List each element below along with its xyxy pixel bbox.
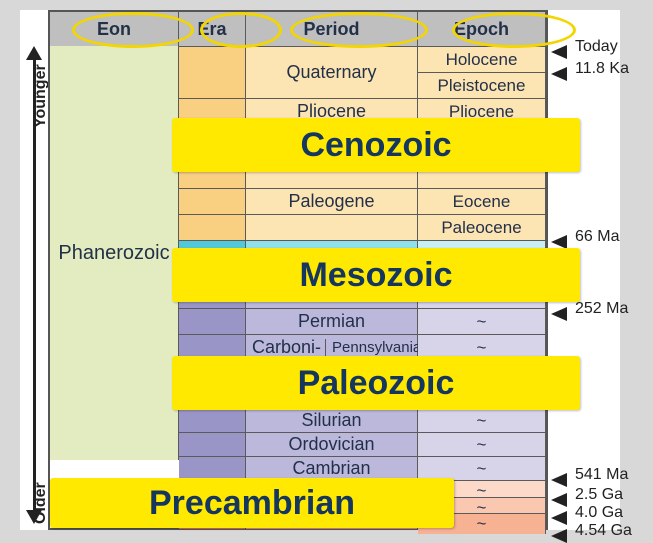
- epoch-cell: ~: [418, 432, 546, 456]
- epoch-cell: Eocene: [418, 188, 546, 214]
- time-mark: 252 Ma: [575, 300, 628, 318]
- time-mark: 541 Ma: [575, 466, 628, 484]
- table-row: QuaternaryHolocenePleistocene: [179, 46, 546, 98]
- header-row: EonEraPeriodEpoch: [50, 12, 546, 46]
- period-cell: Quaternary: [246, 46, 418, 98]
- period-cell: Cambrian: [246, 456, 418, 480]
- table-row: PaleogeneEocene: [179, 188, 546, 214]
- overlay-paleozoic: Paleozoic: [172, 356, 580, 410]
- table-row: Paleocene: [179, 214, 546, 240]
- period-cell: Ordovician: [246, 432, 418, 456]
- epoch-cell: Holocene: [418, 46, 546, 72]
- eon-phanerozoic: Phanerozoic: [50, 46, 179, 460]
- header-era: Era: [179, 12, 246, 46]
- epoch-cell: ~: [418, 308, 546, 334]
- header-epoch: Epoch: [418, 12, 546, 46]
- table-row: Ordovician~: [179, 432, 546, 456]
- table-row: Silurian~: [179, 408, 546, 432]
- epoch-cell: Pleistocene: [418, 72, 546, 98]
- header-period: Period: [246, 12, 418, 46]
- period-cell: Permian: [246, 308, 418, 334]
- time-mark: 11.8 Ka: [575, 60, 629, 78]
- overlay-mesozoic: Mesozoic: [172, 248, 580, 302]
- period-cell: Silurian: [246, 408, 418, 432]
- table-row: Permian~: [179, 308, 546, 334]
- time-mark: 4.0 Ga: [575, 504, 623, 522]
- time-mark: 66 Ma: [575, 228, 619, 246]
- epoch-cell: ~: [418, 408, 546, 432]
- time-mark: 4.54 Ga: [575, 522, 632, 540]
- epoch-cell: ~: [418, 456, 546, 480]
- table-row: Cambrian~: [179, 456, 546, 480]
- time-mark: Today: [575, 38, 618, 56]
- epoch-cell: Paleocene: [418, 214, 546, 240]
- overlay-cenozoic: Cenozoic: [172, 118, 580, 172]
- panel: Younger Older EonEraPeriodEpoch Phaneroz…: [20, 10, 620, 530]
- stage: Younger Older EonEraPeriodEpoch Phaneroz…: [0, 0, 653, 541]
- period-cell: [246, 214, 418, 240]
- time-mark: 2.5 Ga: [575, 486, 623, 504]
- header-eon: Eon: [50, 12, 179, 46]
- period-cell: Paleogene: [246, 188, 418, 214]
- overlay-precambrian: Precambrian: [50, 478, 454, 528]
